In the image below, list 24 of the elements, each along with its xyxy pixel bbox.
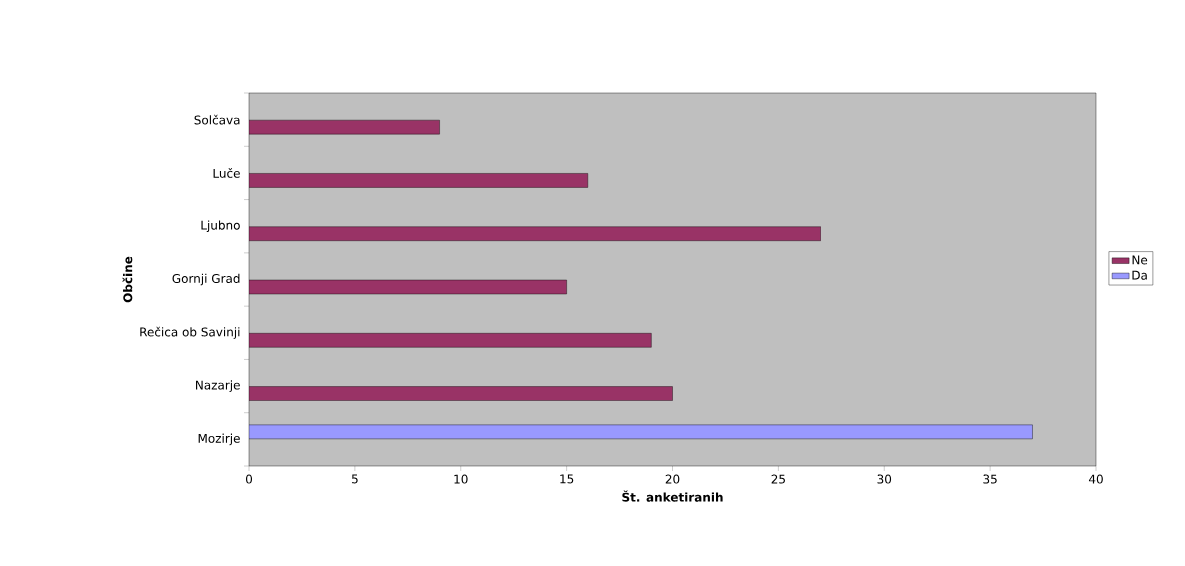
- x-tick-label: 0: [245, 474, 253, 484]
- y-tick-label: Mozirje: [198, 433, 240, 446]
- x-tick-label: 20: [665, 474, 680, 484]
- y-tick-label: Nazarje: [196, 380, 240, 392]
- x-tick-label: 40: [1088, 474, 1103, 484]
- x-tick-label: 15: [560, 474, 574, 484]
- y-tick-label: Luče: [213, 168, 240, 178]
- y-tick-label: Rečica ob Savinji: [140, 326, 240, 339]
- bar: [249, 386, 673, 401]
- y-tick-label: Gornji Grad: [172, 273, 240, 286]
- y-axis-title: Občine: [122, 256, 133, 303]
- legend-label: Ne: [1132, 255, 1148, 265]
- x-tick-label: 10: [454, 474, 468, 484]
- x-tick-label: 35: [983, 474, 997, 484]
- bar: [249, 333, 652, 348]
- y-tick-label: Ljubno: [201, 220, 240, 233]
- x-axis-title: Št. anketiranih: [622, 490, 723, 502]
- y-tick-label: Solčava: [194, 114, 240, 125]
- x-tick-label: 30: [877, 474, 892, 484]
- legend-label: Da: [1132, 270, 1147, 280]
- bar: [249, 226, 821, 241]
- x-tick-label: 25: [771, 474, 785, 484]
- bar: [249, 173, 588, 188]
- x-tick-label: 5: [351, 474, 358, 484]
